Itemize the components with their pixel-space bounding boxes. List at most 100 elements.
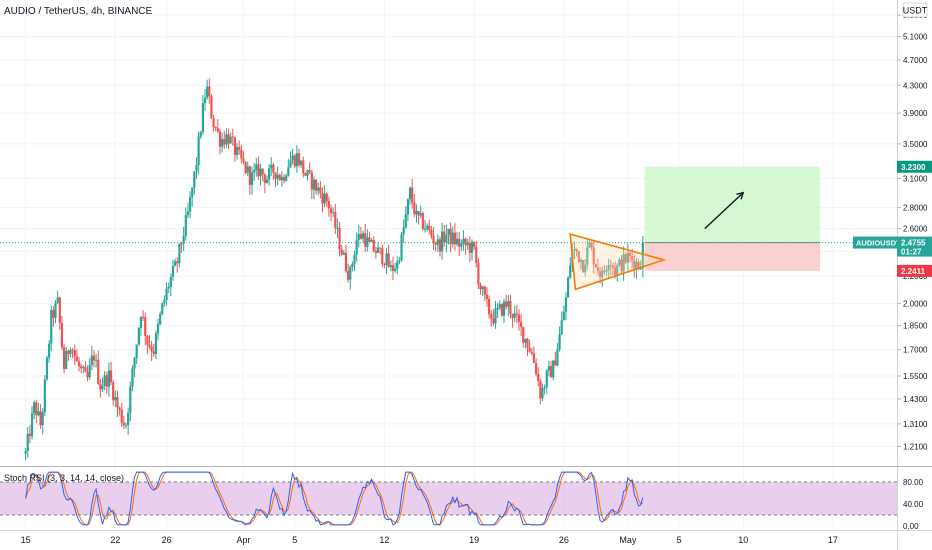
candle-body xyxy=(590,242,593,248)
long-position-tool[interactable] xyxy=(644,166,821,271)
candle-body xyxy=(227,134,230,144)
candle-body xyxy=(340,249,343,255)
candle-body xyxy=(43,379,46,412)
candle-body xyxy=(216,128,219,132)
candle-body xyxy=(415,211,418,215)
candle-body xyxy=(464,238,467,246)
candle-body xyxy=(148,344,151,347)
candle-body xyxy=(526,338,529,348)
candle-body xyxy=(622,254,625,272)
candle-body xyxy=(137,328,140,345)
candle-body xyxy=(577,251,580,262)
candle-body xyxy=(387,253,390,268)
candle-body xyxy=(24,451,27,454)
candle-body xyxy=(244,161,247,173)
candle-body xyxy=(413,202,416,215)
candle-body xyxy=(75,356,78,362)
price-tick-label: 1.4300 xyxy=(903,395,928,404)
candle-body xyxy=(65,350,68,369)
candle-body xyxy=(364,233,367,247)
candle-body xyxy=(180,243,183,245)
candle-body xyxy=(421,213,424,229)
candle-body xyxy=(84,367,87,372)
candle-body xyxy=(451,232,454,245)
current-price-label-bg xyxy=(897,236,932,257)
candle-body xyxy=(270,164,273,169)
candle-body xyxy=(174,261,177,266)
candle-body xyxy=(569,265,572,278)
stoch-tick-label: 40.00 xyxy=(903,500,924,509)
candle-body xyxy=(176,261,179,264)
candle-body xyxy=(272,164,275,173)
candle-body xyxy=(88,364,91,378)
candle-body xyxy=(206,86,209,98)
candle-body xyxy=(398,260,401,262)
candle-body xyxy=(289,160,292,168)
candle-body xyxy=(37,411,40,416)
candle-body xyxy=(112,382,115,401)
candle-body xyxy=(455,238,459,245)
candle-body xyxy=(400,234,403,261)
candle-body xyxy=(423,228,427,230)
candle-body xyxy=(48,343,51,358)
candle-body xyxy=(287,167,290,176)
candle-body xyxy=(193,171,196,188)
candle-body xyxy=(581,259,585,273)
symbol-title[interactable]: AUDIO / TetherUS, 4h, BINANCE xyxy=(4,6,153,17)
candle-body xyxy=(101,385,104,390)
candle-body xyxy=(199,132,202,137)
candle-body xyxy=(133,357,136,369)
candle-body xyxy=(558,334,561,350)
candle-body xyxy=(562,311,565,321)
candle-body xyxy=(490,314,493,319)
candle-body xyxy=(184,215,187,237)
time-tick-label: 19 xyxy=(469,535,479,545)
candle-body xyxy=(250,172,254,185)
stop-price-label-text: 2.2411 xyxy=(901,267,926,276)
candle-body xyxy=(302,160,305,174)
drawing-overlays[interactable] xyxy=(0,191,897,291)
candle-body xyxy=(342,252,345,255)
candle-body xyxy=(99,383,102,390)
candle-body xyxy=(52,309,55,318)
candle-body xyxy=(381,248,384,264)
currency-badge[interactable]: USDT xyxy=(902,2,928,18)
candle-body xyxy=(507,300,510,307)
stoch-rsi-pane xyxy=(0,471,897,526)
candle-body xyxy=(573,248,576,251)
candle-body xyxy=(282,176,286,181)
candle-body xyxy=(368,237,371,242)
candle-body xyxy=(344,252,348,272)
candle-body xyxy=(30,413,34,437)
time-tick-label: 26 xyxy=(162,535,172,545)
candle-body xyxy=(231,136,234,138)
candle-body xyxy=(103,375,106,386)
candle-body xyxy=(86,371,89,378)
candle-body xyxy=(293,155,296,167)
candle-body xyxy=(500,304,503,316)
candle-body xyxy=(473,241,476,248)
candle-body xyxy=(165,288,168,300)
current-price-label-text: 01:27 xyxy=(901,248,922,257)
candle-body xyxy=(511,313,514,318)
time-tick-label: 12 xyxy=(379,535,389,545)
candle-body xyxy=(186,211,190,216)
candle-body xyxy=(39,411,42,426)
candle-body xyxy=(389,265,392,268)
candle-body xyxy=(440,231,444,252)
candle-body xyxy=(221,139,224,147)
candle-body xyxy=(69,349,72,355)
candle-body xyxy=(127,412,130,425)
indicator-title[interactable]: Stoch RSI (3, 3, 14, 14, close) xyxy=(4,473,124,483)
candle-body xyxy=(276,174,279,179)
candle-body xyxy=(520,321,523,327)
candle-body xyxy=(447,228,450,235)
candle-body xyxy=(376,247,380,253)
candle-body xyxy=(233,137,237,155)
candle-body xyxy=(248,166,251,185)
candle-body xyxy=(534,362,538,375)
candle-body xyxy=(505,301,508,307)
candle-body xyxy=(349,267,352,280)
